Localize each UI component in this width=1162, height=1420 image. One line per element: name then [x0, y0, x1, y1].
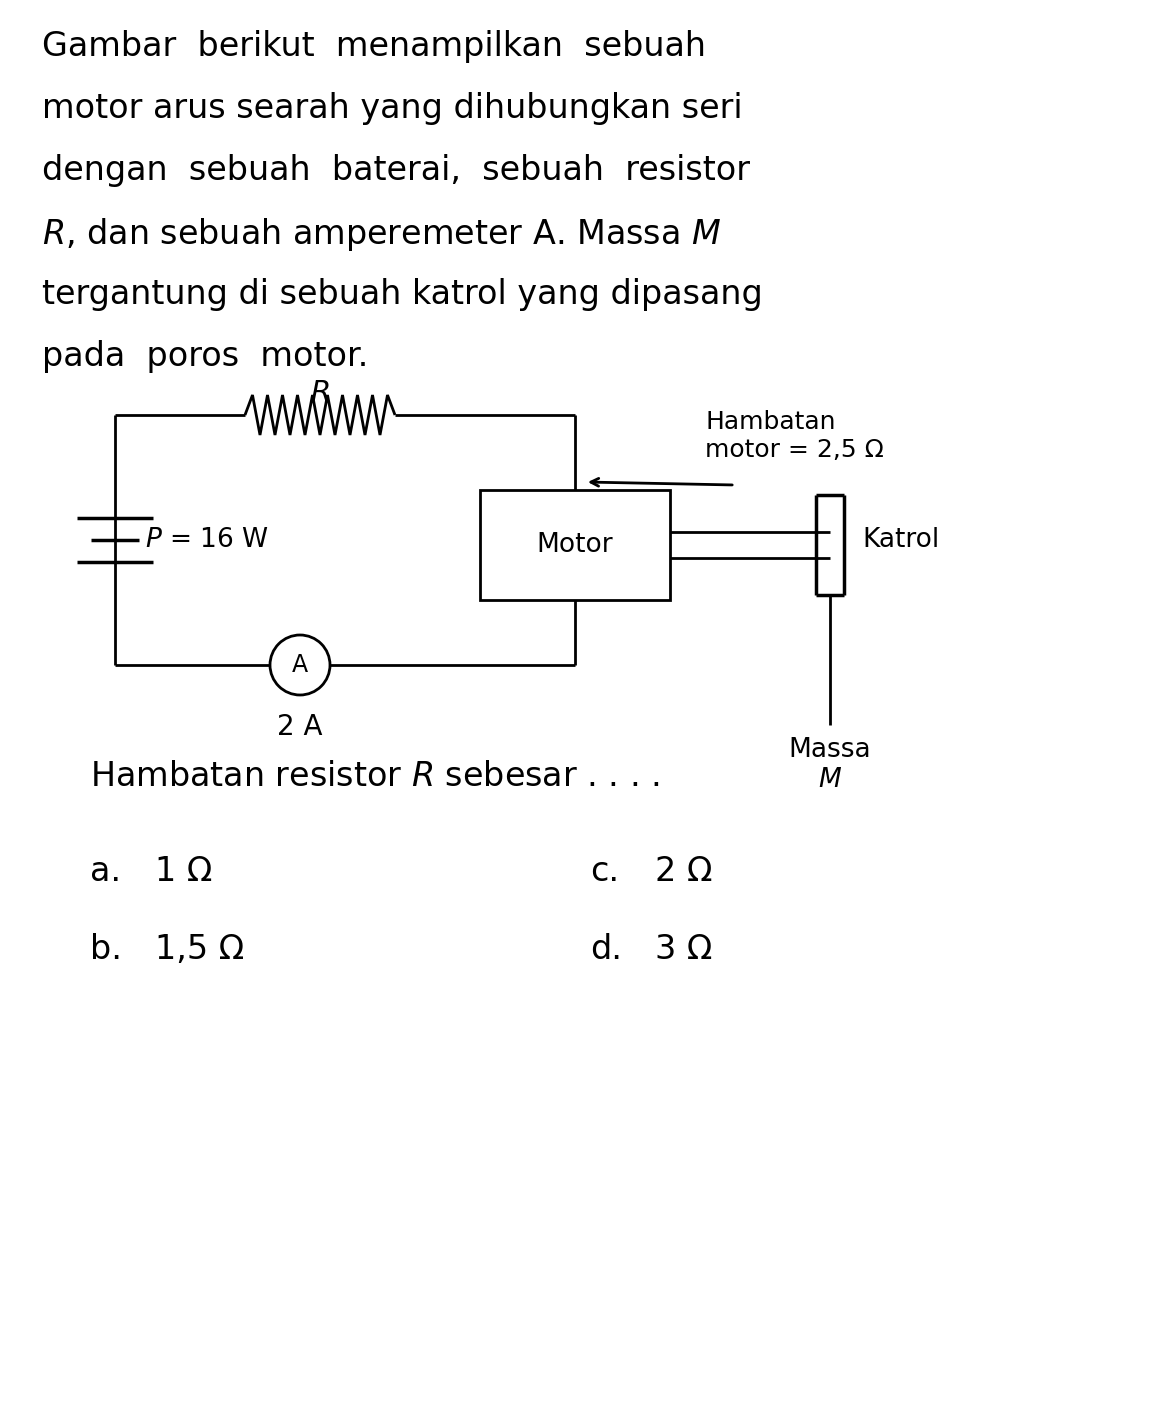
Text: 1,5 Ω: 1,5 Ω	[155, 933, 244, 966]
Bar	[480, 490, 670, 601]
Text: Hambatan resistor $R$ sebesar . . . .: Hambatan resistor $R$ sebesar . . . .	[89, 760, 660, 792]
Text: motor arus searah yang dihubungkan seri: motor arus searah yang dihubungkan seri	[42, 92, 743, 125]
Text: $R$, dan sebuah amperemeter A. Massa $M$: $R$, dan sebuah amperemeter A. Massa $M$	[42, 216, 722, 253]
Text: tergantung di sebuah katrol yang dipasang: tergantung di sebuah katrol yang dipasan…	[42, 278, 762, 311]
Text: dengan  sebuah  baterai,  sebuah  resistor: dengan sebuah baterai, sebuah resistor	[42, 153, 749, 187]
Text: Motor: Motor	[537, 532, 614, 558]
Text: Katrol: Katrol	[862, 527, 939, 552]
Text: b.: b.	[89, 933, 122, 966]
Text: Massa
$M$: Massa $M$	[789, 737, 872, 792]
Text: a.: a.	[89, 855, 121, 888]
Text: d.: d.	[590, 933, 622, 966]
Text: 3 Ω: 3 Ω	[655, 933, 712, 966]
Text: 2 Ω: 2 Ω	[655, 855, 712, 888]
Text: $P$ = 16 W: $P$ = 16 W	[145, 527, 268, 552]
Text: Gambar  berikut  menampilkan  sebuah: Gambar berikut menampilkan sebuah	[42, 30, 706, 62]
Text: 2 A: 2 A	[278, 713, 323, 741]
Text: 1 Ω: 1 Ω	[155, 855, 213, 888]
Text: A: A	[292, 653, 308, 677]
Text: pada  poros  motor.: pada poros motor.	[42, 339, 368, 373]
Text: c.: c.	[590, 855, 619, 888]
Text: $R$: $R$	[310, 379, 330, 408]
Text: Hambatan
motor = 2,5 Ω: Hambatan motor = 2,5 Ω	[705, 410, 884, 462]
